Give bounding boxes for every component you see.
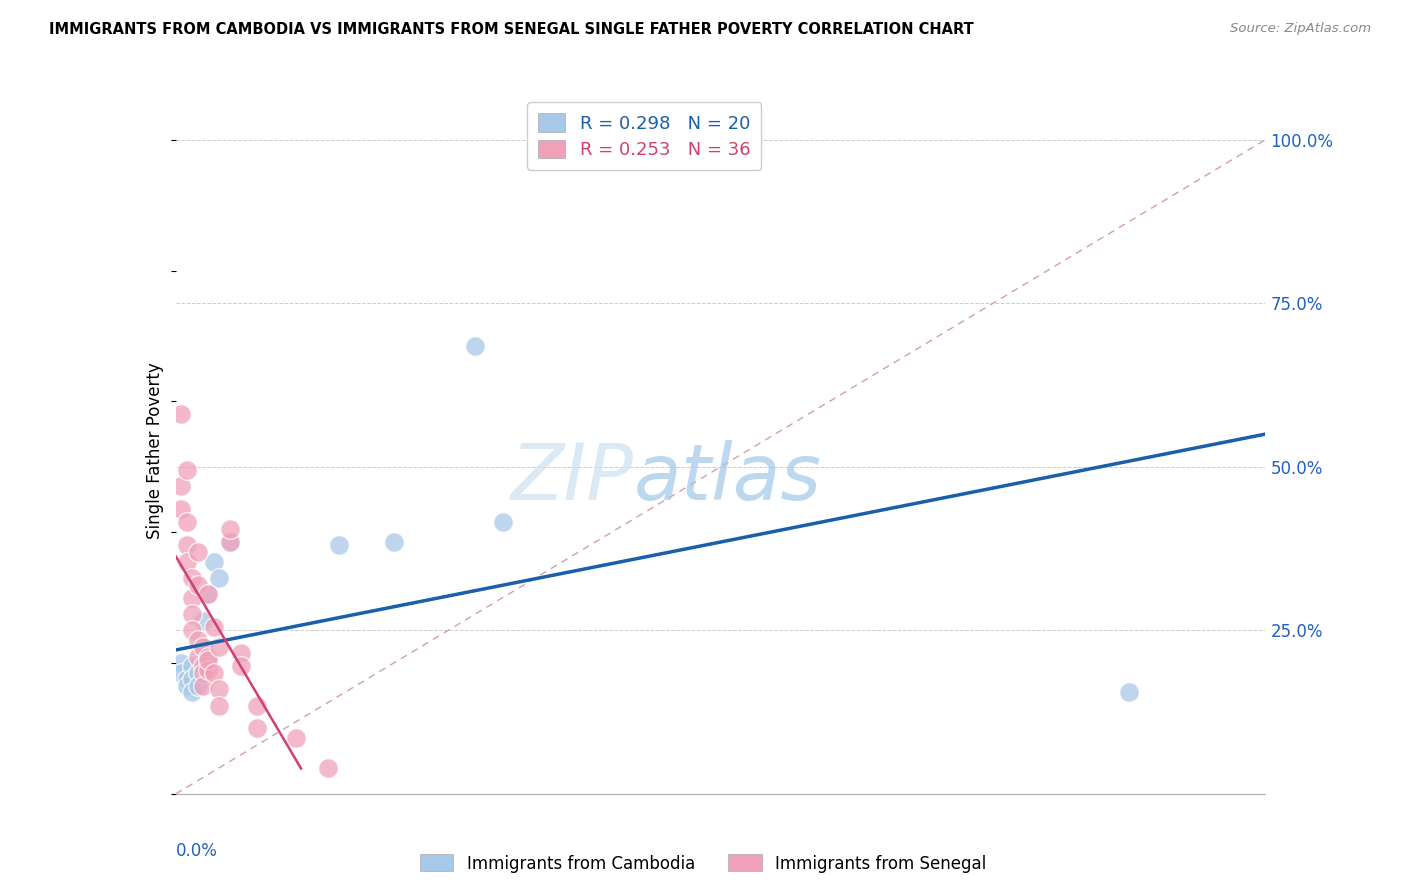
Point — [181, 571, 204, 585]
Point — [219, 535, 242, 549]
Point — [208, 640, 231, 654]
Point — [176, 463, 198, 477]
Point — [284, 731, 307, 746]
Point — [197, 653, 219, 667]
Point — [202, 665, 225, 680]
Point — [181, 624, 204, 638]
Point — [176, 516, 198, 530]
Point — [181, 659, 204, 673]
Point — [492, 516, 515, 530]
Point — [191, 679, 214, 693]
Point — [231, 646, 253, 660]
Point — [246, 722, 269, 736]
Point — [186, 649, 209, 664]
Point — [186, 633, 209, 648]
Point — [170, 408, 193, 422]
Point — [170, 656, 193, 670]
Point — [1118, 685, 1140, 699]
Point — [208, 571, 231, 585]
Point — [176, 538, 198, 552]
Text: IMMIGRANTS FROM CAMBODIA VS IMMIGRANTS FROM SENEGAL SINGLE FATHER POVERTY CORREL: IMMIGRANTS FROM CAMBODIA VS IMMIGRANTS F… — [49, 22, 974, 37]
Point — [219, 535, 242, 549]
Point — [202, 620, 225, 634]
Point — [219, 522, 242, 536]
Point — [186, 679, 209, 693]
Point — [191, 640, 214, 654]
Legend: Immigrants from Cambodia, Immigrants from Senegal: Immigrants from Cambodia, Immigrants fro… — [413, 847, 993, 880]
Point — [181, 685, 204, 699]
Point — [382, 535, 405, 549]
Point — [170, 502, 193, 516]
Point — [197, 649, 219, 664]
Point — [202, 555, 225, 569]
Point — [197, 663, 219, 677]
Y-axis label: Single Father Poverty: Single Father Poverty — [146, 362, 165, 539]
Point — [176, 679, 198, 693]
Point — [181, 591, 204, 605]
Point — [191, 614, 214, 628]
Point — [231, 659, 253, 673]
Point — [176, 555, 198, 569]
Point — [186, 577, 209, 591]
Text: atlas: atlas — [633, 440, 821, 516]
Point — [181, 607, 204, 621]
Point — [208, 682, 231, 697]
Legend: R = 0.298   N = 20, R = 0.253   N = 36: R = 0.298 N = 20, R = 0.253 N = 36 — [527, 103, 761, 169]
Point — [328, 538, 350, 552]
Text: ZIP: ZIP — [510, 440, 633, 516]
Text: Source: ZipAtlas.com: Source: ZipAtlas.com — [1230, 22, 1371, 36]
Point — [176, 673, 198, 687]
Point — [170, 665, 193, 680]
Point — [186, 545, 209, 559]
Text: 0.0%: 0.0% — [176, 842, 218, 860]
Point — [197, 587, 219, 601]
Point — [318, 761, 340, 775]
Point — [186, 665, 209, 680]
Point — [181, 673, 204, 687]
Point — [170, 479, 193, 493]
Point — [246, 698, 269, 713]
Point — [191, 659, 214, 673]
Point — [191, 640, 214, 654]
Point — [208, 698, 231, 713]
Point — [191, 665, 214, 680]
Point — [464, 339, 486, 353]
Point — [197, 587, 219, 601]
